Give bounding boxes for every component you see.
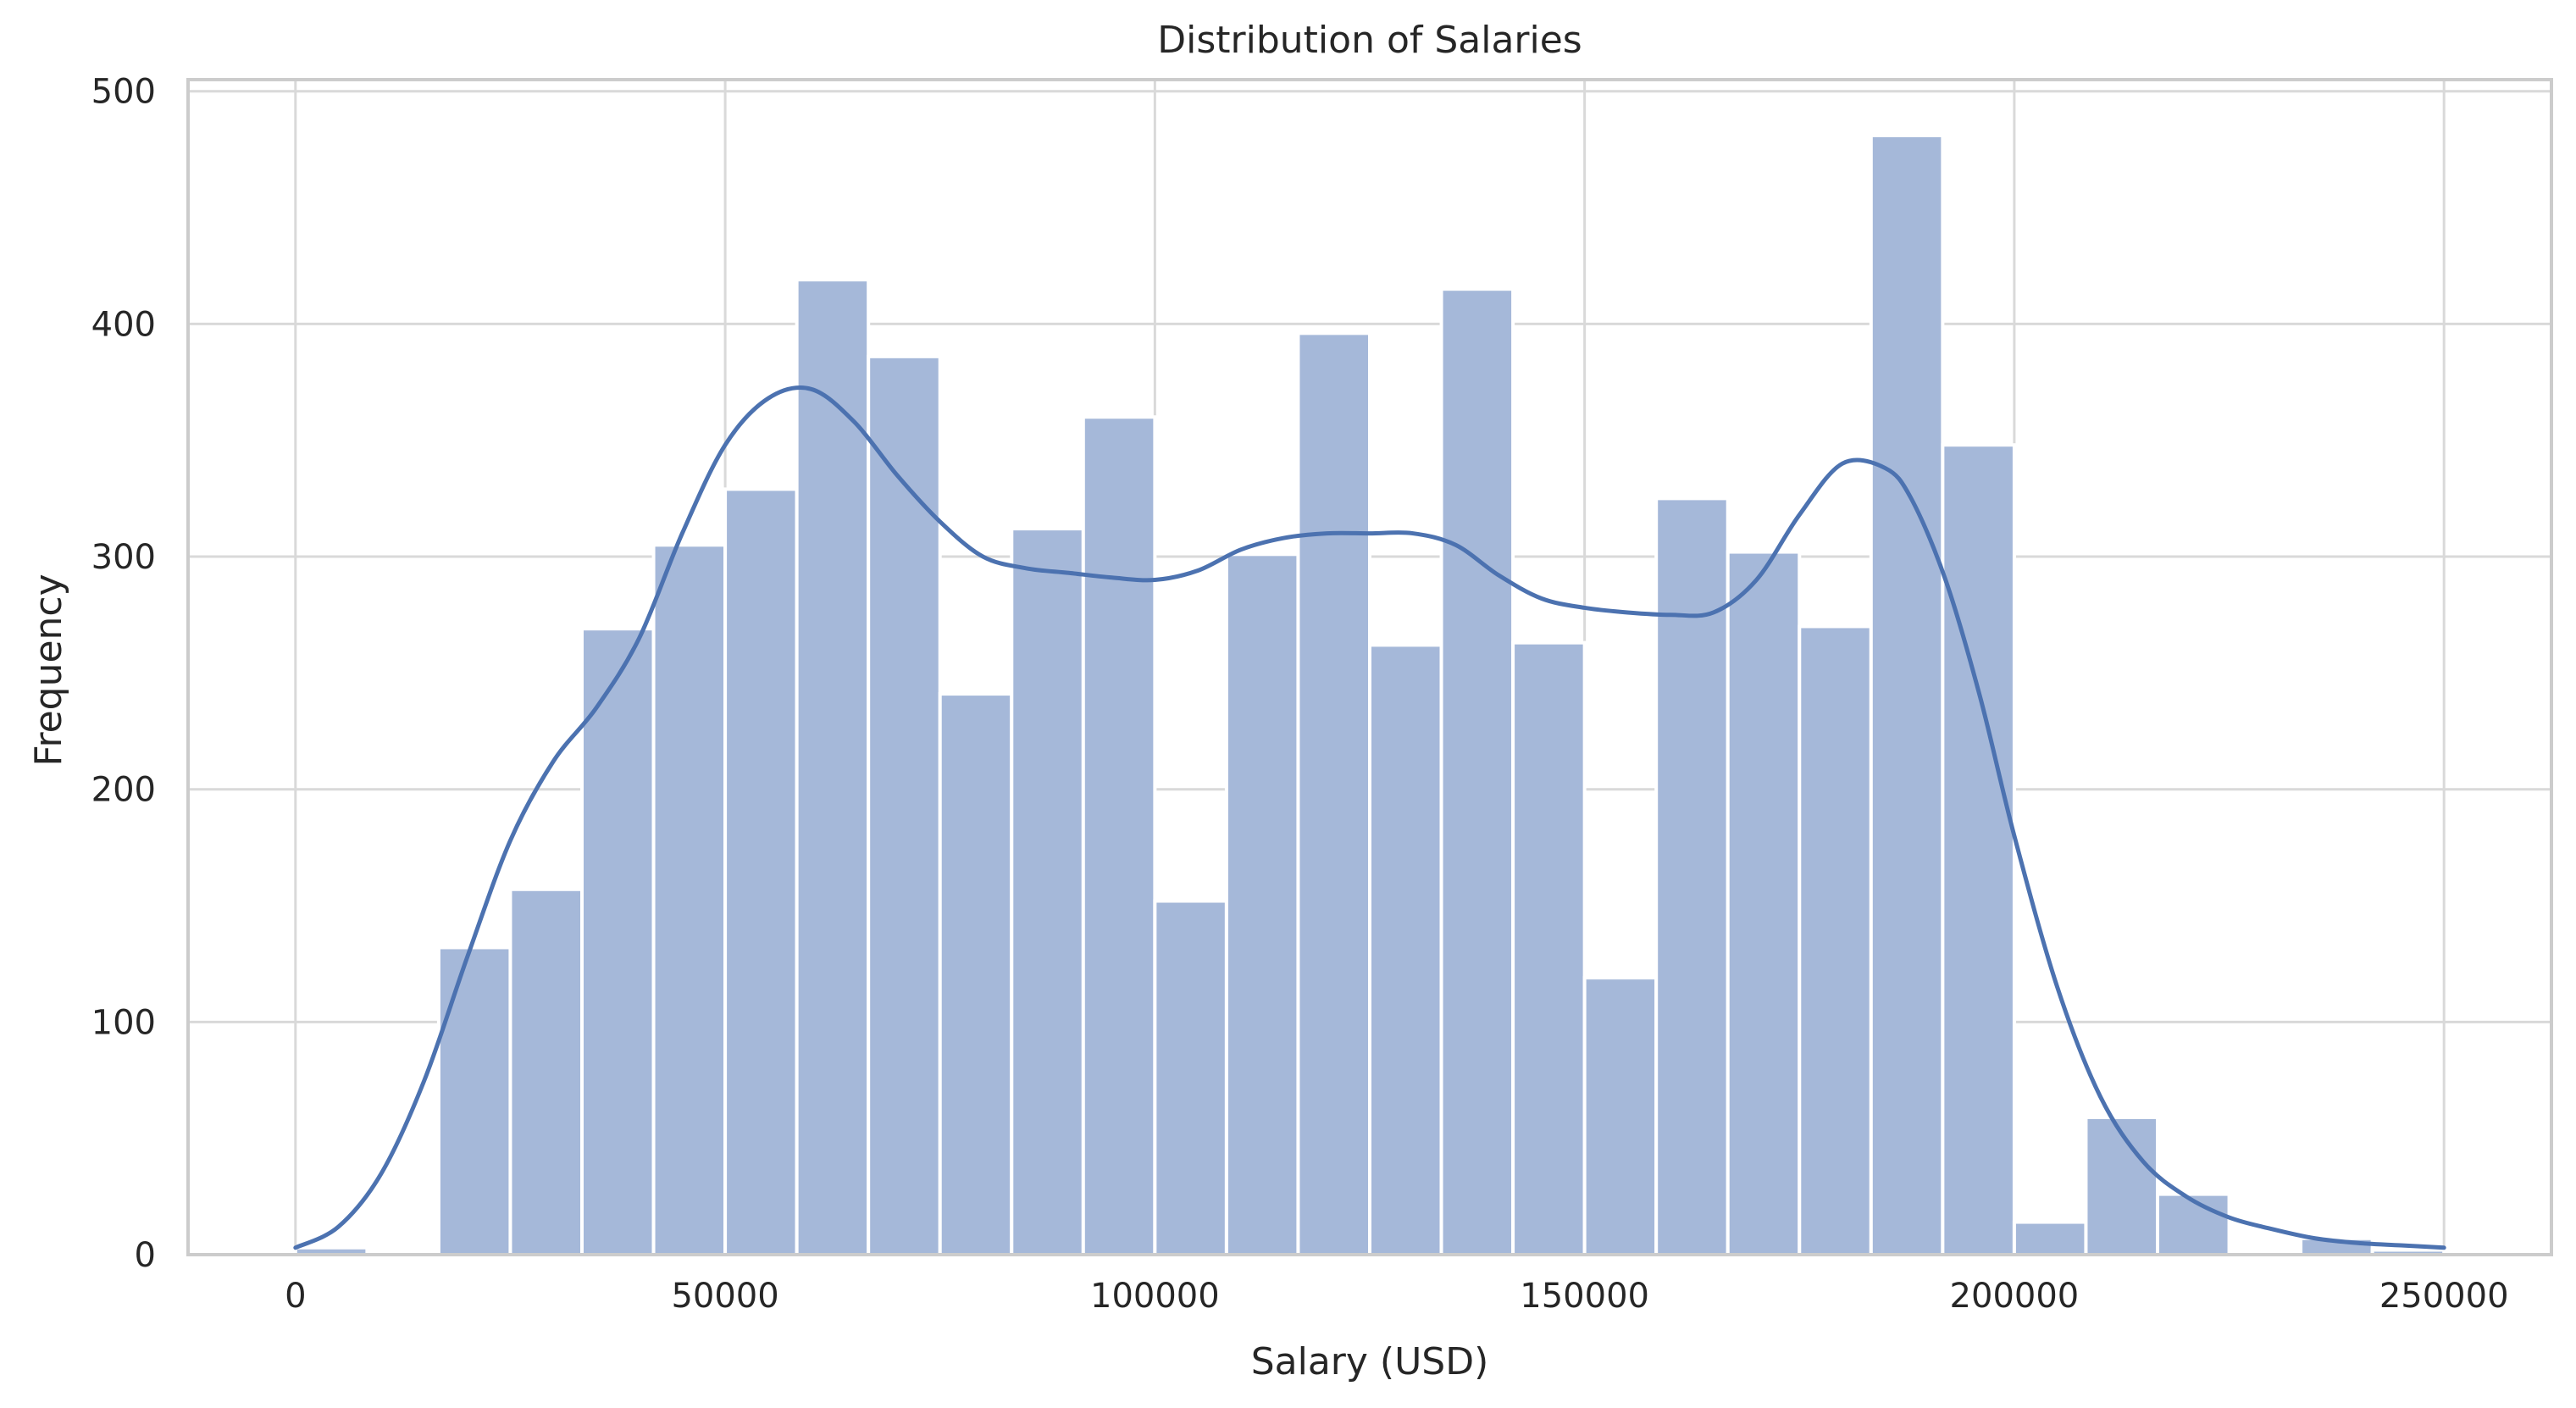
histogram-bar: [1511, 640, 1587, 1256]
bars-layer: [293, 133, 2446, 1257]
histogram-bar: [651, 543, 728, 1256]
histogram-bar: [1582, 976, 1659, 1256]
histogram-bar: [795, 278, 871, 1256]
histogram-bar: [938, 692, 1014, 1256]
histogram-bar: [2084, 1115, 2160, 1257]
histogram-bar: [436, 945, 512, 1256]
histogram-bar: [2156, 1192, 2231, 1256]
y-tick-label: 200: [91, 771, 156, 810]
y-tick-label: 0: [135, 1236, 156, 1275]
y-tick-label: 300: [91, 538, 156, 577]
axes-spines: [186, 78, 2553, 1256]
y-axis-label: Frequency: [27, 574, 70, 766]
histogram-bar: [723, 487, 799, 1256]
histogram-bar: [1296, 331, 1372, 1256]
y-tick-label: 100: [91, 1003, 156, 1042]
histogram-bar: [579, 627, 656, 1256]
histogram-bar: [1439, 287, 1515, 1256]
histogram-bar: [1798, 624, 1873, 1256]
histogram-bar: [1368, 643, 1443, 1256]
histogram-bar: [1726, 550, 1802, 1256]
histogram-bar: [1224, 552, 1300, 1256]
histogram-bar: [1010, 527, 1085, 1256]
x-tick-labels: 0 50000 100000 150000 200000 250000: [285, 1277, 2508, 1316]
x-tick-label: 100000: [1090, 1277, 1220, 1316]
histogram-bar: [1869, 133, 1945, 1256]
x-tick-label: 250000: [2379, 1277, 2509, 1316]
histogram-bar: [1941, 443, 2016, 1256]
chart-title: Distribution of Salaries: [1157, 19, 1582, 62]
histogram-bar: [2012, 1220, 2088, 1256]
histogram-bar: [1153, 899, 1228, 1256]
kde-layer: [293, 385, 2446, 1250]
kde-line: [293, 385, 2446, 1250]
y-tick-label: 500: [91, 73, 156, 112]
x-axis-label: Salary (USD): [1251, 1340, 1489, 1383]
x-tick-label: 50000: [671, 1277, 778, 1316]
x-tick-label: 200000: [1950, 1277, 2080, 1316]
x-tick-label: 0: [285, 1277, 306, 1316]
y-tick-labels: 0 100 200 300 400 500: [91, 73, 156, 1275]
histogram-bar: [867, 354, 942, 1256]
histogram-bar: [508, 887, 584, 1256]
axes-frame: [186, 78, 2553, 1256]
x-tick-label: 150000: [1520, 1277, 1649, 1316]
histogram-bar: [1081, 415, 1157, 1257]
y-tick-label: 400: [91, 305, 156, 344]
